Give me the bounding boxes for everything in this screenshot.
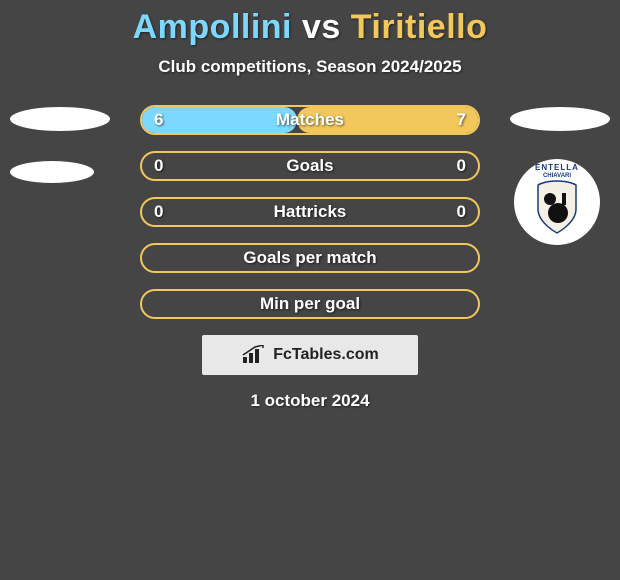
stats-area: ENTELLA CHIAVARI 6 Matches 7 0 Goals 0 (0, 105, 620, 319)
player1-badge-ellipse-2 (10, 161, 94, 183)
stat-row-goals: 0 Goals 0 (140, 151, 480, 181)
stat-value-right: 0 (457, 156, 466, 176)
stat-row-hattricks: 0 Hattricks 0 (140, 197, 480, 227)
page-title: Ampollini vs Tiritiello (0, 8, 620, 47)
vs-text: vs (302, 8, 341, 46)
attribution-logo[interactable]: FcTables.com (202, 335, 418, 375)
subtitle: Club competitions, Season 2024/2025 (0, 57, 620, 77)
club-badge-name: ENTELLA (535, 163, 579, 172)
stat-label: Hattricks (274, 202, 347, 222)
player2-name: Tiritiello (351, 8, 488, 46)
club-badge: ENTELLA CHIAVARI (514, 159, 600, 245)
player1-name: Ampollini (133, 8, 292, 46)
stat-value-left: 0 (154, 202, 163, 222)
stats-comparison-card: Ampollini vs Tiritiello Club competition… (0, 0, 620, 411)
stat-row-matches: 6 Matches 7 (140, 105, 480, 135)
club-crest-icon (532, 179, 582, 235)
stat-label: Goals (286, 156, 333, 176)
stat-row-min-per-goal: Min per goal (140, 289, 480, 319)
attribution-text: FcTables.com (273, 346, 379, 364)
stat-value-left: 0 (154, 156, 163, 176)
snapshot-date: 1 october 2024 (0, 391, 620, 411)
stat-value-right: 7 (457, 110, 466, 130)
stat-value-right: 0 (457, 202, 466, 222)
player2-badge-ellipse (510, 107, 610, 131)
stat-label: Goals per match (243, 248, 376, 268)
stat-bars: 6 Matches 7 0 Goals 0 0 Hattricks 0 Goal… (140, 105, 480, 319)
stat-value-left: 6 (154, 110, 163, 130)
stat-label: Matches (276, 110, 344, 130)
bar-fill-left (142, 107, 297, 133)
bar-chart-icon (241, 345, 267, 365)
stat-row-goals-per-match: Goals per match (140, 243, 480, 273)
club-badge-city: CHIAVARI (543, 173, 571, 179)
stat-label: Min per goal (260, 294, 360, 314)
player1-badge-ellipse (10, 107, 110, 131)
